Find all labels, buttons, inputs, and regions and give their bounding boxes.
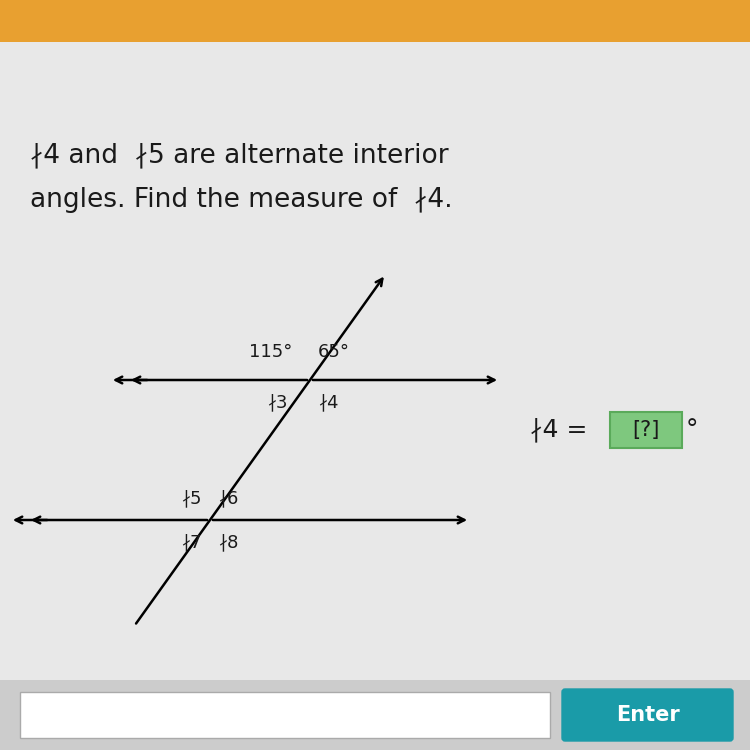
- Bar: [0, 0, 750, 42]
- Text: ∤3: ∤3: [268, 393, 288, 411]
- Text: angles. Find the measure of  ∤4.: angles. Find the measure of ∤4.: [30, 187, 452, 213]
- Bar: [0, 680, 750, 750]
- Text: Enter: Enter: [616, 705, 680, 725]
- Text: ∤5: ∤5: [182, 489, 202, 507]
- FancyBboxPatch shape: [562, 689, 733, 741]
- Text: 65°: 65°: [318, 343, 350, 361]
- Text: ∤4 and  ∤5 are alternate interior: ∤4 and ∤5 are alternate interior: [30, 142, 448, 168]
- FancyBboxPatch shape: [610, 412, 682, 448]
- Bar: [20, 692, 550, 738]
- Text: ∤4: ∤4: [318, 393, 338, 411]
- Text: ∤7: ∤7: [182, 533, 202, 551]
- Text: ∤4 =: ∤4 =: [530, 418, 596, 442]
- Text: ∤6: ∤6: [218, 489, 238, 507]
- Text: [?]: [?]: [632, 420, 660, 440]
- Text: ∤8: ∤8: [218, 533, 238, 551]
- Text: °: °: [686, 418, 698, 442]
- Text: 115°: 115°: [248, 343, 292, 361]
